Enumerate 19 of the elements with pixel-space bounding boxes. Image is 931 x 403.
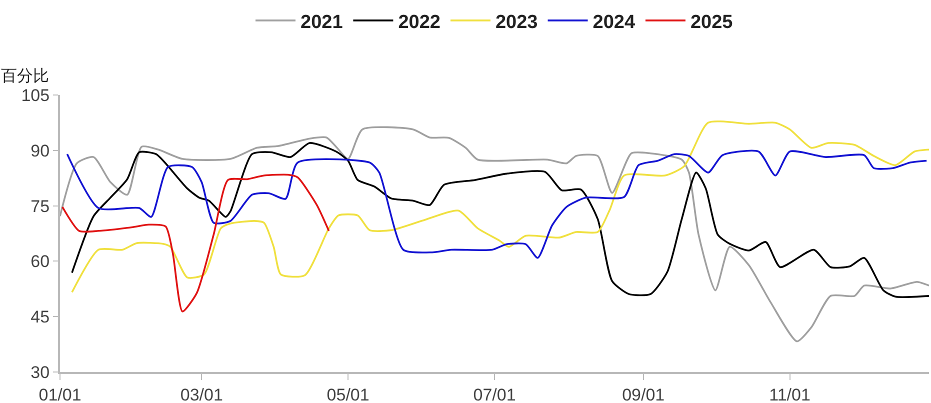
legend-label: 2021 [300,12,344,33]
y-axis-title: 百分比 [1,66,49,85]
y-tick-label: 75 [30,196,50,216]
y-tick-label: 105 [21,86,50,105]
x-tick-label: 01/01 [38,385,82,403]
line-series [62,174,330,312]
x-tick-label: 09/01 [622,385,665,403]
x-tick-label: 03/01 [180,385,223,403]
x-tick-label: 05/01 [326,385,370,403]
legend-label: 2022 [398,12,440,33]
y-tick-label: 60 [30,252,50,272]
y-tick-label: 45 [30,308,50,327]
legend-label: 2024 [592,12,636,33]
y-tick-label: 30 [30,362,50,382]
legend-label: 2023 [495,12,538,33]
x-tick-label: 07/01 [473,385,516,403]
x-tick-label: 11/01 [769,385,810,403]
legend-label: 2025 [690,12,734,33]
y-tick-label: 90 [30,141,50,160]
